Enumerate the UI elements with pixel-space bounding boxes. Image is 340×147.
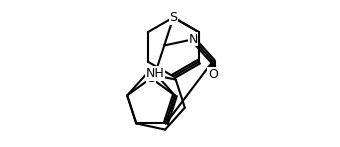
Text: N: N [188, 33, 198, 46]
Text: S: S [169, 11, 177, 24]
Text: S: S [147, 72, 155, 85]
Text: O: O [208, 68, 218, 81]
Text: NH: NH [146, 67, 165, 80]
